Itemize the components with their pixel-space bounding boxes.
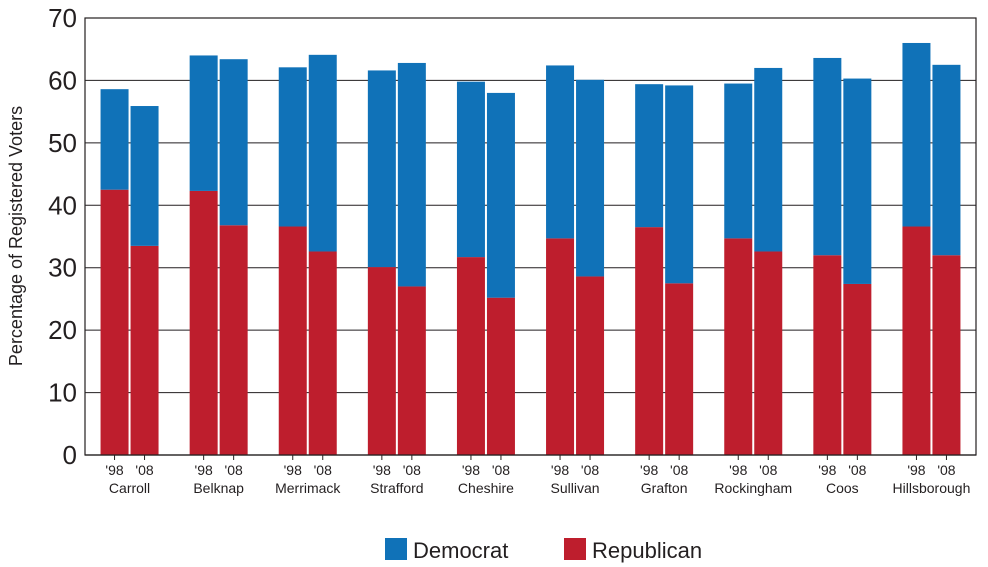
y-tick-label: 40 — [48, 190, 77, 220]
x-tick-year: '98 — [105, 462, 123, 478]
bar-republican — [754, 251, 783, 455]
bar-republican — [902, 226, 931, 455]
x-tick-county: Rockingham — [714, 480, 792, 496]
bar-democrat — [635, 84, 664, 228]
x-tick-year: '08 — [403, 462, 421, 478]
y-axis: 0 10 20 30 40 50 60 70 — [48, 3, 77, 470]
bar-democrat — [902, 42, 931, 227]
legend-swatch — [564, 538, 586, 560]
bar-republican — [843, 283, 872, 455]
bar-republican — [724, 238, 753, 455]
bar-democrat — [278, 67, 307, 227]
x-tick-year: '98 — [373, 462, 391, 478]
legend: Democrat Republican — [385, 538, 702, 563]
x-tick-year: '98 — [818, 462, 836, 478]
bar-democrat — [189, 55, 218, 191]
legend-label: Democrat — [413, 538, 508, 563]
bar-democrat — [456, 81, 485, 258]
x-tick-year: '98 — [551, 462, 569, 478]
y-tick-label: 0 — [63, 440, 77, 470]
x-tick-year: '08 — [225, 462, 243, 478]
y-tick-label: 70 — [48, 3, 77, 33]
bar-republican — [456, 257, 485, 455]
bar-republican — [397, 286, 426, 455]
x-tick-county: Belknap — [193, 480, 244, 496]
x-tick-year: '08 — [492, 462, 510, 478]
x-tick-year: '98 — [729, 462, 747, 478]
y-tick-label: 50 — [48, 128, 77, 158]
x-tick-year: '08 — [759, 462, 777, 478]
bar-democrat — [546, 65, 575, 239]
x-tick-year: '98 — [640, 462, 658, 478]
x-tick-year: '08 — [670, 462, 688, 478]
x-tick-year: '08 — [135, 462, 153, 478]
x-tick-year: '98 — [907, 462, 925, 478]
bar-democrat — [367, 70, 396, 268]
x-tick-county: Hillsborough — [893, 480, 971, 496]
bar-republican — [130, 245, 159, 455]
y-tick-label: 20 — [48, 315, 77, 345]
x-tick-year: '98 — [284, 462, 302, 478]
bar-republican — [189, 190, 218, 456]
x-tick-year: '08 — [937, 462, 955, 478]
bar-democrat — [932, 64, 961, 256]
bar-democrat — [813, 57, 842, 256]
x-tick-county: Merrimack — [275, 480, 341, 496]
plot-frame — [84, 17, 977, 456]
bar-republican — [635, 227, 664, 455]
bar-republican — [576, 276, 605, 455]
bar-democrat — [665, 85, 694, 284]
x-tick-county: Carroll — [109, 480, 150, 496]
x-tick-county: Strafford — [370, 480, 423, 496]
legend-swatch — [385, 538, 407, 560]
bars — [100, 42, 961, 456]
legend-label: Republican — [592, 538, 702, 563]
bar-democrat — [219, 59, 248, 226]
x-tick-county: Cheshire — [458, 480, 514, 496]
bar-republican — [219, 225, 248, 455]
bar-republican — [546, 238, 575, 455]
bar-republican — [665, 283, 694, 455]
y-tick-label: 10 — [48, 378, 77, 408]
bar-democrat — [576, 79, 605, 277]
bar-democrat — [754, 67, 783, 252]
y-tick-label: 30 — [48, 253, 77, 283]
bar-republican — [367, 267, 396, 455]
bar-republican — [278, 226, 307, 455]
x-tick-year: '08 — [581, 462, 599, 478]
bar-democrat — [100, 89, 129, 190]
y-tick-label: 60 — [48, 65, 77, 95]
x-tick-county: Sullivan — [551, 480, 600, 496]
x-tick-county: Coos — [826, 480, 859, 496]
bar-republican — [100, 189, 129, 455]
bar-republican — [932, 255, 961, 455]
plot-area — [84, 17, 977, 456]
y-axis-label: Percentage of Registered Voters — [6, 106, 26, 366]
x-tick-year: '98 — [195, 462, 213, 478]
x-tick-county: Grafton — [641, 480, 688, 496]
bar-democrat — [308, 54, 337, 252]
bar-republican — [486, 297, 515, 455]
bar-democrat — [130, 106, 159, 246]
x-axis: '98 '08 Carroll '98 '08 Belknap '98 '08 Merrimac… — [85, 454, 976, 496]
bar-democrat — [724, 83, 753, 239]
bar-democrat — [486, 92, 515, 298]
bar-democrat — [397, 62, 426, 287]
x-tick-year: '98 — [462, 462, 480, 478]
bar-republican — [813, 255, 842, 455]
x-tick-year: '08 — [314, 462, 332, 478]
bar-republican — [308, 251, 337, 455]
x-tick-year: '08 — [848, 462, 866, 478]
bar-democrat — [843, 78, 872, 284]
